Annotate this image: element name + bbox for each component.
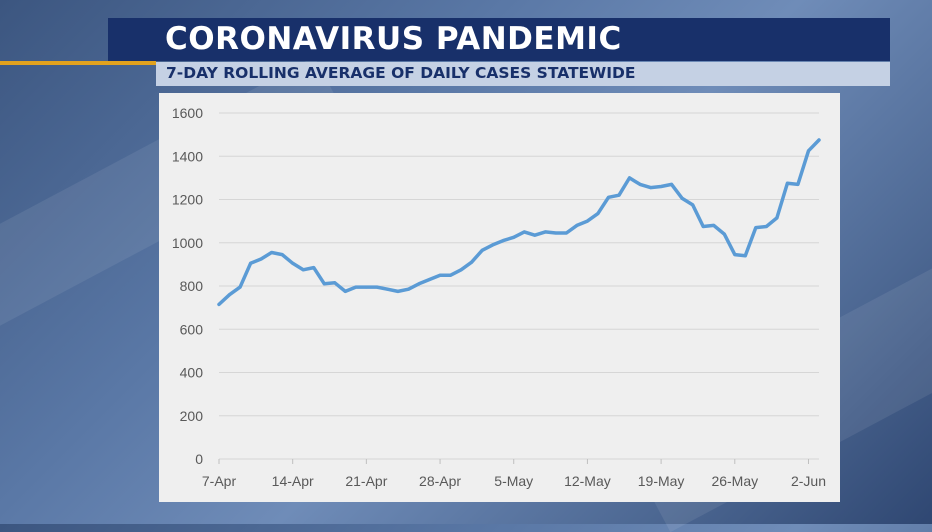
data-point	[628, 176, 632, 180]
data-point	[354, 285, 358, 289]
data-point	[585, 219, 589, 223]
line-chart: 0 200 400 600 800 1000 1200 1400 1600 7-Apr 14-Apr…	[172, 105, 826, 489]
data-point	[217, 302, 221, 306]
data-point	[291, 261, 295, 265]
data-point	[280, 253, 284, 257]
data-point	[522, 230, 526, 234]
data-point	[670, 182, 674, 186]
data-point	[554, 231, 558, 235]
data-point	[701, 225, 705, 229]
y-tick-label: 1400	[172, 148, 203, 164]
data-point	[491, 243, 495, 247]
page-title: CORONAVIRUS PANDEMIC	[165, 21, 622, 57]
data-point	[659, 185, 663, 189]
data-point	[796, 182, 800, 186]
data-point	[617, 193, 621, 197]
data-point	[333, 281, 337, 285]
data-point	[312, 266, 316, 270]
data-point	[406, 287, 410, 291]
data-point	[743, 254, 747, 258]
x-tick-label: 2-Jun	[791, 473, 826, 489]
y-tick-label: 1600	[172, 105, 203, 121]
data-point	[712, 223, 716, 227]
data-point	[449, 273, 453, 277]
data-point	[238, 285, 242, 289]
accent-line	[0, 61, 156, 65]
data-point	[691, 203, 695, 207]
y-tick-label: 600	[180, 321, 204, 337]
data-point	[364, 285, 368, 289]
data-point	[754, 226, 758, 230]
data-point	[438, 273, 442, 277]
data-point	[459, 268, 463, 272]
x-tick-label: 28-Apr	[419, 473, 461, 489]
data-point	[301, 268, 305, 272]
y-tick-label: 400	[180, 365, 204, 381]
x-tick-label: 14-Apr	[272, 473, 314, 489]
x-tick-label: 21-Apr	[345, 473, 387, 489]
data-point	[722, 232, 726, 236]
data-point	[764, 225, 768, 229]
data-point	[733, 253, 737, 257]
x-tick-label: 26-May	[711, 473, 758, 489]
chart-panel: 0 200 400 600 800 1000 1200 1400 1600 7-Apr 14-Apr…	[159, 93, 840, 502]
data-point	[343, 289, 347, 293]
x-tick-label: 5-May	[494, 473, 533, 489]
y-tick-label: 200	[180, 408, 204, 424]
y-tick-label: 1000	[172, 235, 203, 251]
data-point	[270, 250, 274, 254]
data-point	[417, 282, 421, 286]
data-point	[512, 235, 516, 239]
x-tick-label: 12-May	[564, 473, 611, 489]
data-point	[480, 248, 484, 252]
subtitle-bar: 7-DAY ROLLING AVERAGE OF DAILY CASES STA…	[156, 62, 890, 86]
y-tick-label: 1200	[172, 192, 203, 208]
series-line	[217, 138, 821, 307]
data-point	[817, 138, 821, 142]
data-point	[228, 293, 232, 297]
data-point	[785, 181, 789, 185]
x-tick-label: 19-May	[638, 473, 685, 489]
data-point	[375, 285, 379, 289]
chart-subtitle: 7-DAY ROLLING AVERAGE OF DAILY CASES STA…	[166, 64, 636, 82]
data-point	[470, 260, 474, 264]
data-point	[680, 196, 684, 200]
data-point	[385, 287, 389, 291]
x-tick-label: 7-Apr	[202, 473, 237, 489]
y-tick-label: 800	[180, 278, 204, 294]
data-point	[249, 261, 253, 265]
data-point	[396, 289, 400, 293]
data-point	[501, 239, 505, 243]
data-point	[596, 212, 600, 216]
data-point	[649, 186, 653, 190]
y-tick-label: 0	[195, 451, 203, 467]
data-point	[564, 231, 568, 235]
data-point	[806, 149, 810, 153]
data-point	[575, 223, 579, 227]
title-bar: CORONAVIRUS PANDEMIC	[108, 18, 890, 61]
data-point	[606, 195, 610, 199]
data-point	[322, 282, 326, 286]
data-point	[638, 182, 642, 186]
data-point	[775, 216, 779, 220]
data-point	[259, 257, 263, 261]
data-point	[543, 230, 547, 234]
data-point	[533, 233, 537, 237]
data-point	[428, 278, 432, 282]
